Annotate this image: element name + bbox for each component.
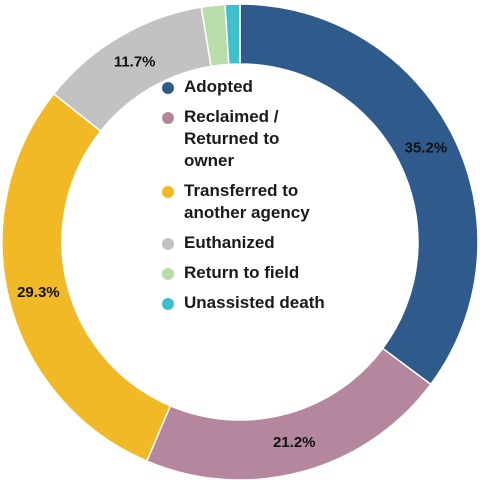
slices-group xyxy=(1,3,479,480)
legend-item-unassisted-death[interactable]: Unassisted death xyxy=(162,292,392,314)
slice-transferred xyxy=(1,92,172,462)
legend-marker-reclaimed xyxy=(162,112,174,124)
legend-item-reclaimed[interactable]: Reclaimed / Returned to owner xyxy=(162,106,392,172)
legend-marker-transferred xyxy=(162,186,174,198)
legend-item-transferred[interactable]: Transferred to another agency xyxy=(162,180,392,224)
legend-label-reclaimed: Reclaimed / Returned to owner xyxy=(184,107,280,170)
legend: Adopted Reclaimed / Returned to owner Tr… xyxy=(162,76,392,322)
legend-marker-return-to-field xyxy=(162,268,174,280)
legend-label-unassisted-death: Unassisted death xyxy=(184,293,325,312)
slice-reclaimed xyxy=(145,347,432,480)
data-label-adopted: 35.2% xyxy=(405,140,448,157)
legend-item-euthanized[interactable]: Euthanized xyxy=(162,232,392,254)
data-labels-group: 35.2% 21.2% 29.3% 11.7% xyxy=(17,54,447,451)
legend-marker-euthanized xyxy=(162,238,174,250)
legend-item-return-to-field[interactable]: Return to field xyxy=(162,262,392,284)
legend-marker-adopted xyxy=(162,82,174,94)
data-label-reclaimed: 21.2% xyxy=(273,434,316,451)
legend-label-return-to-field: Return to field xyxy=(184,263,300,282)
legend-label-euthanized: Euthanized xyxy=(184,233,275,252)
legend-label-adopted: Adopted xyxy=(184,77,253,96)
legend-marker-unassisted-death xyxy=(162,298,174,310)
legend-label-transferred: Transferred to another agency xyxy=(184,181,310,222)
slice-unassisted-death xyxy=(224,3,241,66)
data-label-transferred: 29.3% xyxy=(17,284,60,301)
legend-item-adopted[interactable]: Adopted xyxy=(162,76,392,98)
slice-adopted xyxy=(239,3,479,386)
data-label-euthanized: 11.7% xyxy=(114,54,156,71)
